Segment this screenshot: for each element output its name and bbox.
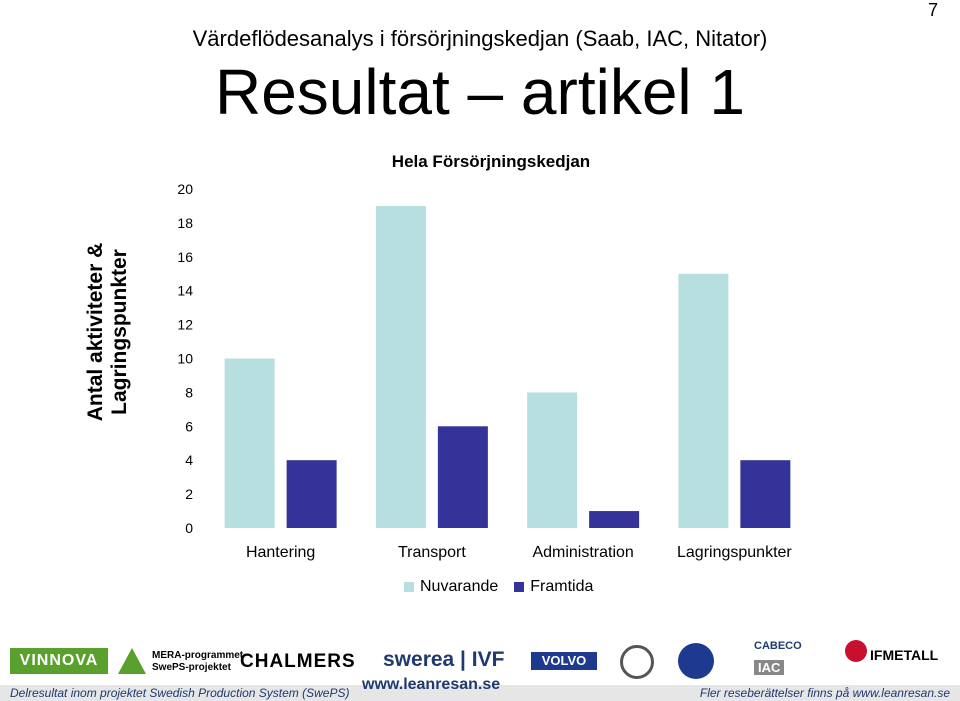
- y-tick-label: 8: [185, 384, 193, 400]
- slide-subtitle: Värdeflödesanalys i försörjningskedjan (…: [192, 26, 768, 51]
- y-tick-label: 20: [177, 181, 193, 197]
- y-tick-label: 6: [185, 418, 193, 434]
- ifmetall-emblem-icon: [845, 640, 867, 662]
- volvo-cars-emblem-icon: [620, 645, 654, 679]
- slide-title: Resultat – artikel 1: [214, 56, 746, 128]
- bar-current: [224, 358, 275, 528]
- footer-left-text: Delresultat inom projektet Swedish Produ…: [10, 686, 350, 700]
- mera-logo-line-1: MERA-programmet: [152, 650, 244, 661]
- legend-swatch-current: [404, 582, 414, 592]
- bar-future: [589, 511, 640, 528]
- legend-label-future: Framtida: [530, 578, 594, 595]
- bar-future: [740, 460, 791, 528]
- y-tick-label: 16: [177, 249, 193, 265]
- bar-future: [286, 460, 337, 528]
- page-number: 7: [927, 0, 938, 20]
- mera-logo: MERA-programmet SwePS-projektet: [152, 650, 243, 674]
- y-tick-label: 12: [177, 317, 193, 333]
- x-category-label: Administration: [532, 544, 633, 561]
- saab-emblem-icon: [678, 643, 714, 679]
- vinnova-logo: VINNOVA: [10, 648, 108, 674]
- y-tick-label: 0: [185, 520, 193, 536]
- footer-bar: [0, 685, 960, 701]
- swerea-ivf-logo: swerea | IVF: [383, 648, 505, 671]
- footer-url-link[interactable]: www.leanresan.se: [362, 676, 501, 693]
- volvo-logo: VOLVO: [531, 652, 597, 670]
- iac-logo: IAC: [754, 660, 785, 675]
- legend-item-future: Framtida: [514, 578, 593, 596]
- footer-right-text: Fler reseberättelser finns på www.leanre…: [699, 686, 950, 700]
- cabeco-logo: CABECO: [754, 640, 802, 652]
- x-category-label: Lagringspunkter: [677, 544, 792, 561]
- y-tick-label: 14: [177, 283, 193, 299]
- y-tick-label: 2: [185, 486, 193, 502]
- mera-logo-line-2: SwePS-projektet: [152, 662, 231, 673]
- bar-current: [375, 205, 426, 528]
- chart-legend: Nuvarande Framtida: [404, 578, 609, 596]
- mera-triangle-icon: [118, 648, 146, 674]
- ifmetall-logo: IFMETALL: [870, 647, 939, 663]
- bar-chart: Hela Försörjningskedjan 0 2 4 6 8 10 12 14 16 18 20…: [177, 152, 792, 561]
- chart-title: Hela Försörjningskedjan: [392, 152, 590, 171]
- legend-swatch-future: [514, 582, 525, 592]
- legend-item-current: Nuvarande: [404, 578, 498, 596]
- bar-future: [437, 426, 488, 528]
- bar-current: [678, 273, 729, 528]
- x-category-label: Transport: [398, 544, 466, 561]
- y-tick-label: 4: [185, 452, 193, 468]
- chalmers-logo: CHALMERS: [240, 651, 356, 672]
- bar-current: [527, 392, 578, 528]
- y-tick-label: 18: [177, 215, 193, 231]
- x-category-label: Hantering: [246, 544, 315, 561]
- y-tick-label: 10: [177, 351, 193, 367]
- legend-label-current: Nuvarande: [420, 578, 499, 595]
